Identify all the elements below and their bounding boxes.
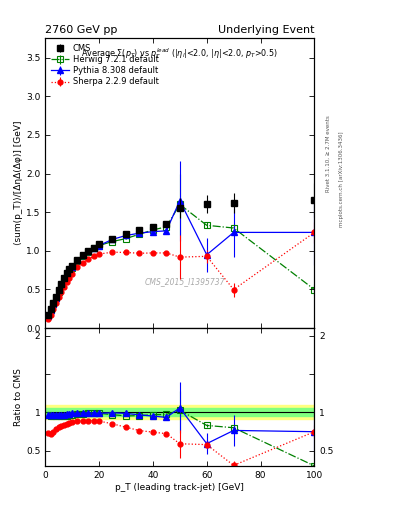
Bar bbox=[45, 406, 314, 419]
Y-axis label: Ratio to CMS: Ratio to CMS bbox=[14, 368, 23, 426]
Text: CMS_2015_I1395737: CMS_2015_I1395737 bbox=[145, 277, 226, 286]
Text: Average $\Sigma(p_T)$ vs $p_T^{lead}$ ($|\eta_l|$<2.0, $|\eta|$<2.0, $p_T$>0.5): Average $\Sigma(p_T)$ vs $p_T^{lead}$ ($… bbox=[81, 46, 278, 60]
Text: mcplots.cern.ch [arXiv:1306.3436]: mcplots.cern.ch [arXiv:1306.3436] bbox=[339, 132, 344, 227]
Text: Rivet 3.1.10, ≥ 2.7M events: Rivet 3.1.10, ≥ 2.7M events bbox=[326, 115, 331, 192]
Legend: CMS, Herwig 7.2.1 default, Pythia 8.308 default, Sherpa 2.2.9 default: CMS, Herwig 7.2.1 default, Pythia 8.308 … bbox=[50, 42, 160, 88]
Text: Underlying Event: Underlying Event bbox=[218, 25, 314, 35]
Bar bbox=[45, 409, 314, 416]
X-axis label: p_T (leading track-jet) [GeV]: p_T (leading track-jet) [GeV] bbox=[116, 482, 244, 492]
Y-axis label: ⟨sum(p_T)⟩/[ΔηΔ(Δφ)] [GeV]: ⟨sum(p_T)⟩/[ΔηΔ(Δφ)] [GeV] bbox=[14, 121, 23, 245]
Text: 2760 GeV pp: 2760 GeV pp bbox=[45, 25, 118, 35]
